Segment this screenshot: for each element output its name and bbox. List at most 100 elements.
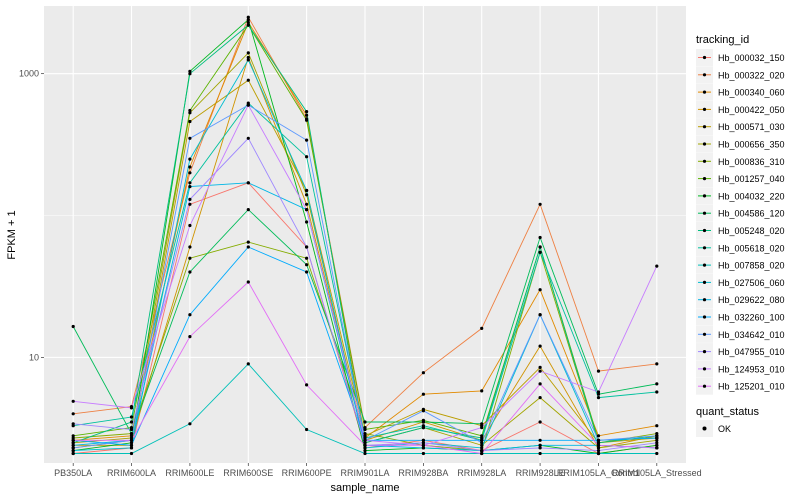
data-point — [188, 422, 192, 426]
data-point — [363, 436, 367, 440]
legend-key-point — [702, 350, 707, 354]
data-point — [421, 446, 425, 450]
data-point — [538, 245, 542, 249]
data-point — [305, 220, 309, 224]
data-point — [538, 202, 542, 206]
legend2-title: quant_status — [696, 406, 759, 418]
data-point — [421, 420, 425, 424]
data-point — [246, 136, 250, 140]
data-point — [129, 446, 134, 450]
data-point — [596, 451, 601, 456]
legend-key-point — [702, 332, 707, 336]
data-point — [596, 449, 601, 453]
data-point — [71, 422, 75, 426]
data-point — [188, 185, 192, 189]
legend-label: Hb_000032_150 — [718, 53, 785, 63]
data-point — [71, 324, 75, 329]
data-point — [246, 280, 250, 284]
data-point — [363, 427, 367, 432]
data-point — [538, 451, 542, 456]
data-point — [421, 438, 425, 442]
x-tick-label: PB350LA — [54, 468, 92, 478]
data-point — [188, 197, 192, 201]
data-point — [655, 436, 659, 440]
data-point — [246, 240, 250, 244]
x-tick-label: RRIM928BA — [398, 468, 448, 478]
data-point — [188, 108, 192, 113]
data-point — [129, 441, 134, 445]
data-point — [129, 432, 134, 436]
data-point — [305, 383, 309, 387]
legend-label: Hb_000656_350 — [718, 140, 785, 150]
data-point — [363, 441, 367, 445]
data-point — [596, 392, 601, 396]
data-point — [305, 270, 309, 274]
data-point — [655, 264, 659, 268]
data-point — [188, 72, 192, 76]
data-point — [421, 443, 425, 447]
legend-label: Hb_000836_310 — [718, 157, 785, 167]
data-point — [71, 438, 75, 442]
data-point — [129, 436, 134, 440]
data-point — [305, 263, 309, 267]
data-point — [71, 443, 75, 447]
data-point — [305, 110, 309, 114]
data-point — [129, 406, 134, 410]
data-point — [129, 427, 134, 432]
data-point — [538, 438, 542, 442]
data-point — [538, 396, 542, 400]
legend-label: Hb_029622_080 — [718, 295, 785, 305]
data-point — [538, 382, 542, 386]
data-point — [246, 58, 250, 62]
data-point — [655, 434, 659, 438]
x-tick-label: RRIM600LA — [107, 468, 156, 478]
data-point — [71, 399, 75, 403]
data-point — [596, 369, 601, 373]
legend-tracking-id: tracking_id Hb_000032_150 Hb_000322_020 Hb… — [696, 34, 785, 395]
data-point — [129, 451, 134, 456]
data-point — [480, 446, 484, 450]
data-point — [188, 313, 192, 317]
legend-label: Hb_000571_030 — [718, 122, 785, 132]
data-point — [363, 438, 367, 442]
legend-key-point — [702, 177, 707, 181]
data-point — [305, 427, 309, 432]
legend2-key-point — [702, 426, 707, 431]
data-point — [538, 443, 542, 447]
data-point — [188, 270, 192, 274]
data-point — [538, 365, 542, 369]
data-point — [188, 119, 192, 124]
data-point — [305, 138, 309, 142]
data-point — [538, 369, 542, 373]
data-point — [538, 344, 542, 348]
data-point — [421, 424, 425, 428]
legend-key-point — [702, 73, 707, 77]
data-point — [480, 422, 484, 426]
data-point — [480, 389, 484, 393]
legend-label: Hb_007858_020 — [718, 261, 785, 271]
data-point — [129, 420, 134, 424]
data-point — [596, 441, 601, 445]
data-point — [363, 432, 367, 436]
data-point — [421, 451, 425, 456]
data-point — [71, 446, 75, 450]
data-point — [188, 136, 192, 140]
x-tick-label: RRIM105LA_Stressed — [612, 468, 702, 478]
x-axis-title: sample_name — [330, 482, 399, 494]
data-point — [71, 434, 75, 438]
legend-label: Hb_047955_010 — [718, 347, 785, 357]
data-point — [188, 157, 192, 161]
y-axis-title: FPKM + 1 — [6, 210, 18, 259]
legend-label: Hb_004586_120 — [718, 209, 785, 219]
data-point — [188, 335, 192, 339]
legend-key-point — [702, 211, 707, 215]
data-point — [421, 371, 425, 375]
legend-label: Hb_034642_010 — [718, 330, 785, 340]
x-tick-label: RRIM600LE — [165, 468, 214, 478]
data-point — [246, 55, 250, 60]
legend-label: Hb_000322_020 — [718, 70, 785, 80]
data-point — [246, 103, 250, 107]
data-point — [655, 443, 659, 447]
y-tick-label: 10 — [29, 352, 39, 362]
